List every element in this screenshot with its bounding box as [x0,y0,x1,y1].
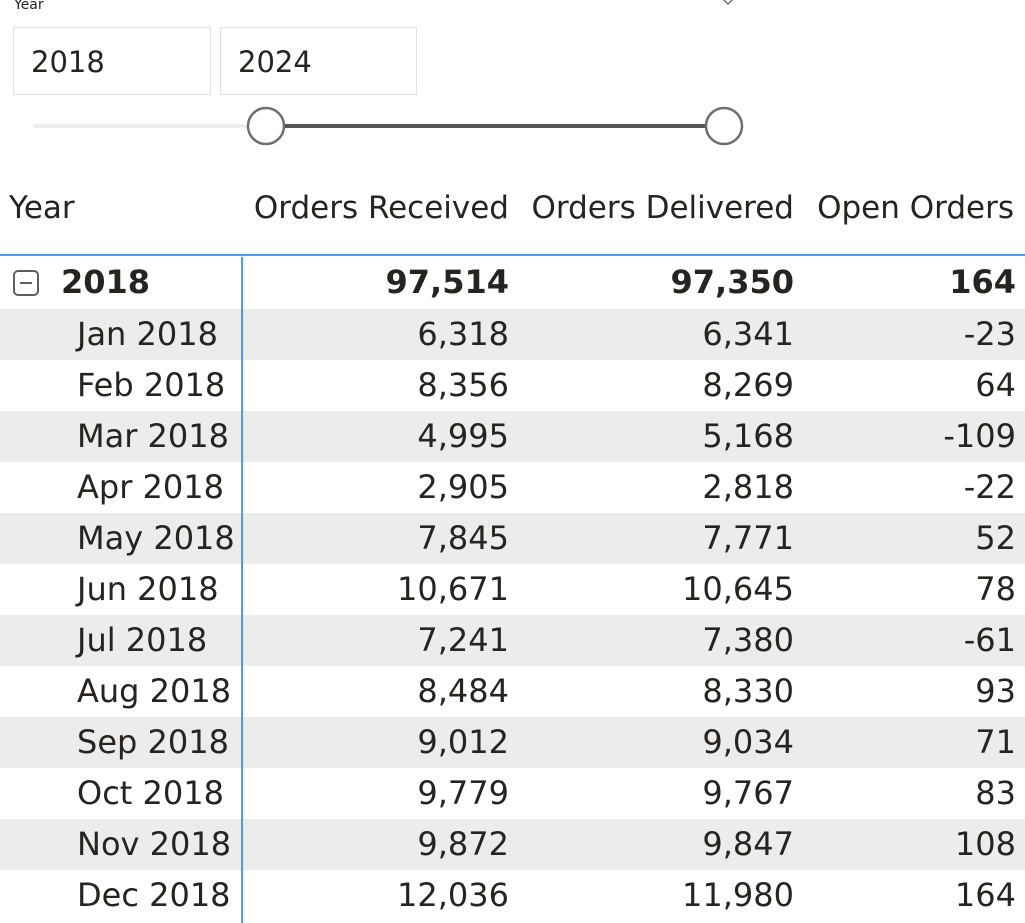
cell-open: 164 [954,876,1016,914]
cell-open: -109 [943,417,1016,455]
cell-delivered: 6,341 [702,315,794,353]
cell-open: 64 [975,366,1016,404]
cell-received: 97,514 [385,263,509,301]
column-divider [241,257,243,923]
row-label: Dec 2018 [77,876,231,914]
cell-open: 78 [975,570,1016,608]
year-to-input[interactable]: 2024 [220,27,417,95]
cell-delivered: 8,330 [702,672,794,710]
cell-received: 6,318 [417,315,509,353]
row-label: Oct 2018 [77,774,224,812]
year-from-input[interactable]: 2018 [13,27,211,95]
orders-matrix: Year Orders Received Orders Delivered Op… [0,180,1025,921]
cell-delivered: 9,767 [702,774,794,812]
cell-open: -61 [963,621,1016,659]
table-row: Jul 2018 7,241 7,380 -61 [0,615,1025,666]
cell-received: 8,356 [417,366,509,404]
cell-received: 12,036 [397,876,509,914]
slider-end-handle [704,106,744,146]
cell-delivered: 7,771 [702,519,794,557]
cell-open: 93 [975,672,1016,710]
cell-delivered: 11,980 [682,876,794,914]
table-row: Apr 2018 2,905 2,818 -22 [0,462,1025,513]
table-row: Nov 2018 9,872 9,847 108 [0,819,1025,870]
cell-delivered: 9,034 [702,723,794,761]
cell-received: 8,484 [417,672,509,710]
table-row: Dec 2018 12,036 11,980 164 [0,870,1025,921]
header-open-orders[interactable]: Open Orders [817,190,1014,226]
cell-received: 9,012 [417,723,509,761]
chevron-down-icon[interactable] [721,0,735,8]
cell-open: 71 [975,723,1016,761]
cell-open: 164 [949,263,1016,301]
table-row: Mar 2018 4,995 5,168 -109 [0,411,1025,462]
cell-open: 108 [954,825,1016,863]
minus-square-icon[interactable] [13,270,39,296]
matrix-header: Year Orders Received Orders Delivered Op… [0,180,1025,256]
cell-received: 2,905 [417,468,509,506]
row-label: Jun 2018 [77,570,219,608]
cell-received: 9,779 [417,774,509,812]
cell-received: 10,671 [397,570,509,608]
header-orders-received[interactable]: Orders Received [253,190,509,226]
cell-open: -22 [963,468,1016,506]
cell-received: 7,845 [417,519,509,557]
table-row: Sep 2018 9,012 9,034 71 [0,717,1025,768]
cell-delivered: 9,847 [702,825,794,863]
row-label: Sep 2018 [77,723,229,761]
row-label: Feb 2018 [77,366,226,404]
table-row: May 2018 7,845 7,771 52 [0,513,1025,564]
cell-open: 83 [975,774,1016,812]
table-row: Jun 2018 10,671 10,645 78 [0,564,1025,615]
row-label: Nov 2018 [77,825,232,863]
row-label: 2018 [61,263,151,301]
table-row: Oct 2018 9,779 9,767 83 [0,768,1025,819]
row-label: Mar 2018 [77,417,229,455]
month-rows: Jan 2018 6,318 6,341 -23 Feb 2018 8,356 8,269 6… [0,309,1025,921]
cell-delivered: 7,380 [702,621,794,659]
row-label: Jul 2018 [77,621,208,659]
cell-open: -23 [963,315,1016,353]
slider-start-handle [246,106,286,146]
cell-open: 52 [975,519,1016,557]
row-label: Jan 2018 [77,315,218,353]
cell-delivered: 8,269 [702,366,794,404]
row-label: May 2018 [77,519,235,557]
header-orders-delivered[interactable]: Orders Delivered [531,190,794,226]
table-row: Aug 2018 8,484 8,330 93 [0,666,1025,717]
cell-received: 7,241 [417,621,509,659]
year-range-slider[interactable] [0,100,800,154]
total-row-2018: 2018 97,514 97,350 164 [0,256,1025,309]
table-row: Feb 2018 8,356 8,269 64 [0,360,1025,411]
header-year[interactable]: Year [9,190,75,226]
cell-received: 4,995 [417,417,509,455]
cell-delivered: 5,168 [702,417,794,455]
table-row: Jan 2018 6,318 6,341 -23 [0,309,1025,360]
cell-received: 9,872 [417,825,509,863]
row-label: Aug 2018 [77,672,232,710]
slicer-title: Year [14,0,44,13]
cell-delivered: 97,350 [670,263,794,301]
cell-delivered: 2,818 [702,468,794,506]
row-label: Apr 2018 [77,468,224,506]
cell-delivered: 10,645 [682,570,794,608]
